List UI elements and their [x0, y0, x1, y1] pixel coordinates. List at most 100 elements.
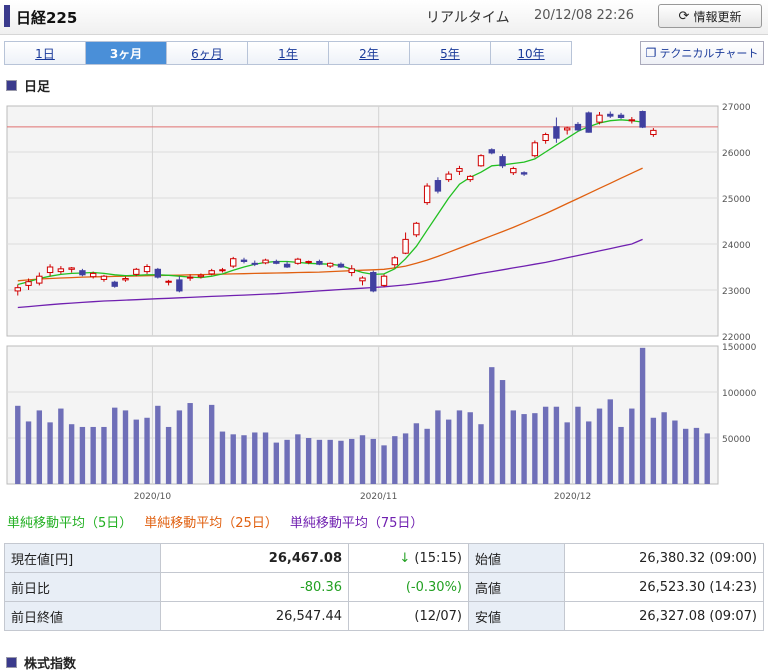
volume-bar — [47, 422, 53, 484]
volume-bar — [338, 440, 344, 484]
candle-body — [445, 173, 452, 181]
candle-body — [542, 134, 549, 142]
volume-bar — [68, 424, 75, 484]
candle-body — [133, 268, 140, 275]
candle-body — [423, 185, 431, 204]
volume-bar — [208, 404, 215, 484]
price-tick-label: 22000 — [722, 333, 751, 343]
candle-body — [36, 275, 43, 284]
volume-bar — [413, 423, 420, 484]
candle-body — [402, 238, 409, 254]
ma25-line — [17, 167, 643, 282]
volume-tick-label: 100000 — [722, 389, 757, 399]
candle-body — [650, 129, 657, 136]
candle-body — [100, 275, 108, 280]
x-tick-label: 2020/12 — [554, 492, 591, 502]
volume-bar — [79, 426, 86, 484]
volume-bar — [241, 435, 247, 484]
volume-tick-label: 50000 — [722, 435, 751, 445]
volume-bar — [187, 403, 193, 484]
candle-body — [456, 168, 463, 172]
candle-body — [57, 268, 65, 273]
tab-2y[interactable]: 2年 — [329, 42, 410, 64]
candle-body — [520, 172, 528, 175]
tab-10y[interactable]: 10年 — [491, 42, 571, 64]
header-bar: 日経225 リアルタイム 20/12/08 22:26 ⟳ 情報更新 — [0, 0, 768, 35]
volume-bar — [165, 426, 172, 484]
volume-bar — [252, 432, 258, 484]
volume-bar — [521, 414, 527, 484]
label-high: 高値 — [468, 572, 565, 602]
candle-body — [434, 180, 442, 192]
tab-1y[interactable]: 1年 — [248, 42, 329, 64]
volume-bar — [639, 347, 646, 484]
candle-body — [89, 272, 97, 278]
candle-body — [596, 114, 603, 123]
candle-body — [553, 126, 560, 139]
volume-bar — [349, 438, 355, 484]
volume-bar — [693, 427, 700, 484]
volume-tick-label: 150000 — [722, 343, 757, 353]
candle-body — [294, 258, 302, 264]
candle-body — [467, 175, 474, 181]
section-daily: 日足 — [6, 76, 50, 95]
volume-bar — [704, 433, 710, 484]
candle-body — [165, 280, 172, 283]
volume-bar — [575, 406, 581, 484]
candle-body — [122, 278, 129, 281]
price-tick-label: 25000 — [722, 195, 751, 205]
volume-bar — [456, 410, 463, 484]
candle-body — [326, 262, 334, 267]
table-row: 前日比 -80.36 (-0.30%) 高値 26,523.30 (14:23) — [4, 572, 764, 602]
volume-bar — [542, 406, 549, 484]
ma75-line — [17, 238, 643, 309]
candlestick-chart: 22000 23000 24000 25000 26000 27000 50000 10000… — [6, 103, 757, 502]
volume-bar — [262, 432, 269, 484]
volume-bar — [101, 426, 107, 484]
candle-body — [273, 260, 280, 264]
label-current-price: 現在値[円] — [4, 543, 161, 573]
volume-bar — [424, 428, 430, 484]
section-marker-icon — [6, 657, 17, 668]
candle-body — [219, 269, 226, 272]
value-prev-close: 26,547.44 — [160, 601, 349, 631]
volume-bar — [155, 405, 161, 484]
quote-table: 現在値[円] 26,467.08 ↓ (15:15) 始値 26,380.32 … — [4, 543, 764, 631]
volume-bar — [370, 438, 376, 484]
volume-bar — [392, 436, 398, 484]
current-price-time: ↓ (15:15) — [348, 543, 469, 573]
price-panel — [6, 105, 719, 337]
candle-body — [628, 119, 636, 122]
price-tick-label: 24000 — [722, 241, 751, 251]
candle-body — [143, 266, 151, 273]
label-prev-close: 前日終値 — [4, 601, 161, 631]
volume-bar — [586, 421, 592, 484]
section-index: 株式指数 — [6, 653, 76, 672]
tab-6m[interactable]: 6ヶ月 — [167, 42, 248, 64]
tab-3m[interactable]: 3ヶ月 — [86, 42, 167, 64]
technical-chart-button[interactable]: ❐ テクニカルチャート — [640, 41, 764, 65]
x-tick-label: 2020/10 — [134, 492, 172, 502]
volume-bar — [499, 380, 506, 484]
update-button[interactable]: ⟳ 情報更新 — [658, 4, 762, 28]
volume-bar — [478, 424, 484, 484]
volume-bar — [564, 422, 570, 484]
value-high: 26,523.30 (14:23) — [564, 572, 764, 602]
tab-5y[interactable]: 5年 — [410, 42, 491, 64]
timestamp: 20/12/08 22:26 — [534, 8, 634, 23]
volume-bar — [661, 412, 667, 484]
volume-bar — [219, 431, 226, 484]
candle-body — [68, 267, 75, 270]
candle-body — [305, 260, 312, 263]
candle-body — [240, 259, 248, 262]
candle-body — [208, 270, 215, 275]
window-icon: ❐ — [645, 46, 657, 60]
volume-bar — [467, 412, 473, 484]
tab-1d[interactable]: 1日 — [5, 42, 86, 64]
volume-bar — [629, 408, 635, 484]
down-arrow-icon: ↓ — [399, 550, 411, 566]
table-row: 前日終値 26,547.44 (12/07) 安値 26,327.08 (09:… — [4, 601, 764, 631]
candle-body — [391, 257, 399, 266]
candle-body — [413, 222, 420, 236]
volume-bar — [532, 413, 538, 484]
